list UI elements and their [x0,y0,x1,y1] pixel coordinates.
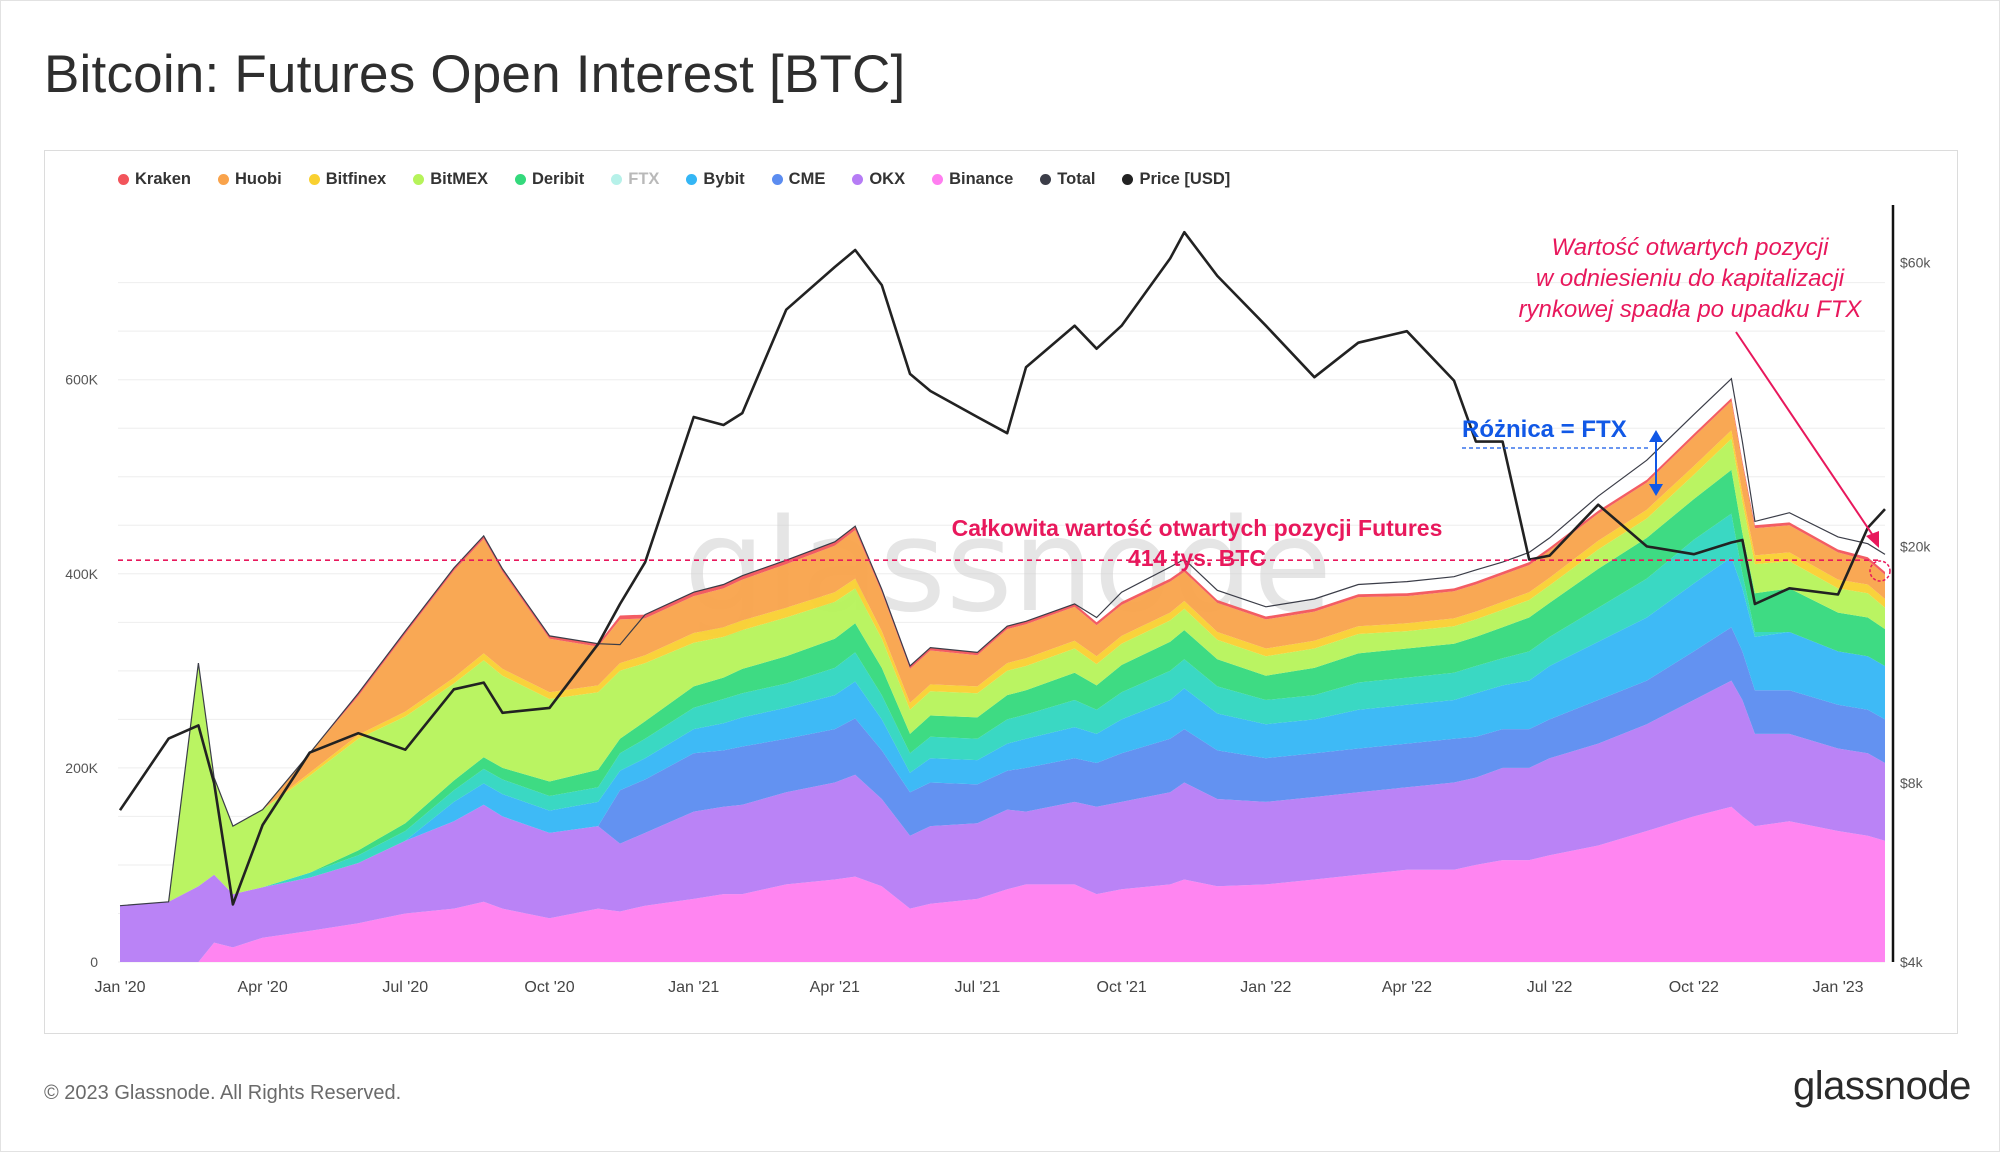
legend-item-price-usd[interactable]: Price [USD] [1122,170,1230,189]
x-tick-label: Apr '21 [810,979,860,996]
annotation-total-note: 414 tys. BTC [1128,545,1266,571]
area-bitmex [120,438,1885,906]
legend-dot [514,173,526,185]
legend-dot [413,173,425,185]
x-tick-label: Jul '21 [955,979,1001,996]
y-right-tick-label: $8k [1900,775,1924,791]
legend-label: Total [1057,169,1096,188]
area-ftx [120,513,1885,906]
legend-dot [771,173,783,185]
y-right-tick-label: $60k [1900,255,1931,271]
legend-item-deribit[interactable]: Deribit [514,169,585,189]
footer-copyright: © 2023 Glassnode. All Rights Reserved. [44,1082,402,1104]
glassnode-logo: glassnode [1793,1064,1971,1108]
legend-label: Huobi [234,169,282,188]
legend-dot [1122,173,1134,185]
x-tick-label: Oct '20 [524,979,574,996]
x-tick-label: Apr '20 [238,979,288,996]
legend-dot [852,173,864,185]
legend-label: Bitfinex [325,169,387,188]
y-left-tick-label: 600K [65,372,98,388]
annotations: Wartość otwartych pozycji w odniesieniu d… [118,234,1891,582]
legend-dot [611,173,623,185]
annotation-market-cap-note: Wartość otwartych pozycji [1552,234,1830,261]
legend-dot [118,173,129,185]
legend-label: Bybit [703,169,745,188]
legend-item-cme[interactable]: CME [771,169,826,189]
legend-item-binance[interactable]: Binance [932,170,1013,189]
line-price-usd [118,230,1886,906]
legend-label: BitMEX [430,169,488,188]
market-cap-arrow-shaft [1735,331,1877,541]
legend-item-ftx[interactable]: FTX [611,170,659,189]
area-bybit [120,557,1885,906]
difference-arrow-head-down [1649,484,1663,496]
y-left-tick-label: 400K [65,566,98,582]
x-tick-label: Jan '20 [94,979,145,996]
line-total [119,377,1886,907]
annotation-market-cap-note: rynkowej spadła po upadku FTX [1519,296,1863,323]
annotation-total-note: Całkowita wartość otwartych pozycji Futu… [952,515,1443,541]
legend-label: Deribit [531,169,585,188]
chart-legend: Kraken Huobi Bitfinex BitMEX Deribit FTX Bybit… [118,167,1257,191]
legend-label: Kraken [135,169,191,188]
legend-item-huobi[interactable]: Huobi [217,169,282,189]
x-tick-label: Jan '22 [1240,979,1291,996]
difference-arrow-head-up [1649,430,1663,442]
legend-label: FTX [628,169,660,188]
legend-label: CME [788,169,826,188]
x-tick-label: Jul '20 [382,979,428,996]
x-tick-label: Jan '23 [1812,979,1863,996]
legend-dot [1040,173,1052,185]
end-value-marker [1869,560,1891,582]
axes: 0 200K 400K 600K $4k $8k $20k $60k Jan '20 Apr '2… [65,205,1931,996]
legend-item-bitmex[interactable]: BitMEX [413,170,488,189]
y-right-tick-label: $20k [1900,538,1931,554]
area-bitfinex [120,430,1885,906]
y-right-tick-label: $4k [1900,954,1924,970]
x-tick-label: Apr '22 [1382,979,1432,996]
legend-dot [308,173,320,185]
market-cap-arrow-head [1866,531,1879,548]
area-deribit [120,469,1885,906]
x-tick-label: Oct '21 [1097,979,1147,996]
y-left-tick-label: 200K [65,760,98,776]
legend-label: Price [USD] [1139,169,1231,188]
area-huobi [120,401,1885,906]
stacked-areas [120,398,1885,962]
x-tick-label: Oct '22 [1669,979,1719,996]
legend-label: Binance [949,169,1014,188]
legend-item-okx[interactable]: OKX [852,170,905,189]
area-binance [120,806,1885,962]
legend-dot [932,173,944,185]
annotation-difference-note: Różnica = FTX [1462,416,1627,443]
chart-title: Bitcoin: Futures Open Interest [BTC] [44,45,906,104]
x-tick-label: Jan '21 [668,979,719,996]
area-cme [120,627,1885,906]
legend-dot [686,173,698,185]
legend-item-kraken[interactable]: Kraken [118,170,191,189]
legend-item-total[interactable]: Total [1040,170,1095,189]
legend-label: OKX [869,169,906,188]
y-left-tick-label: 0 [90,954,98,970]
legend-item-bybit[interactable]: Bybit [686,169,745,189]
legend-dot [217,173,229,185]
series-lines [118,230,1886,907]
legend-item-bitfinex[interactable]: Bitfinex [308,169,387,189]
area-okx [120,680,1885,962]
x-tick-label: Jul '22 [1527,979,1573,996]
annotation-market-cap-note: w odniesieniu do kapitalizacji [1536,265,1845,292]
